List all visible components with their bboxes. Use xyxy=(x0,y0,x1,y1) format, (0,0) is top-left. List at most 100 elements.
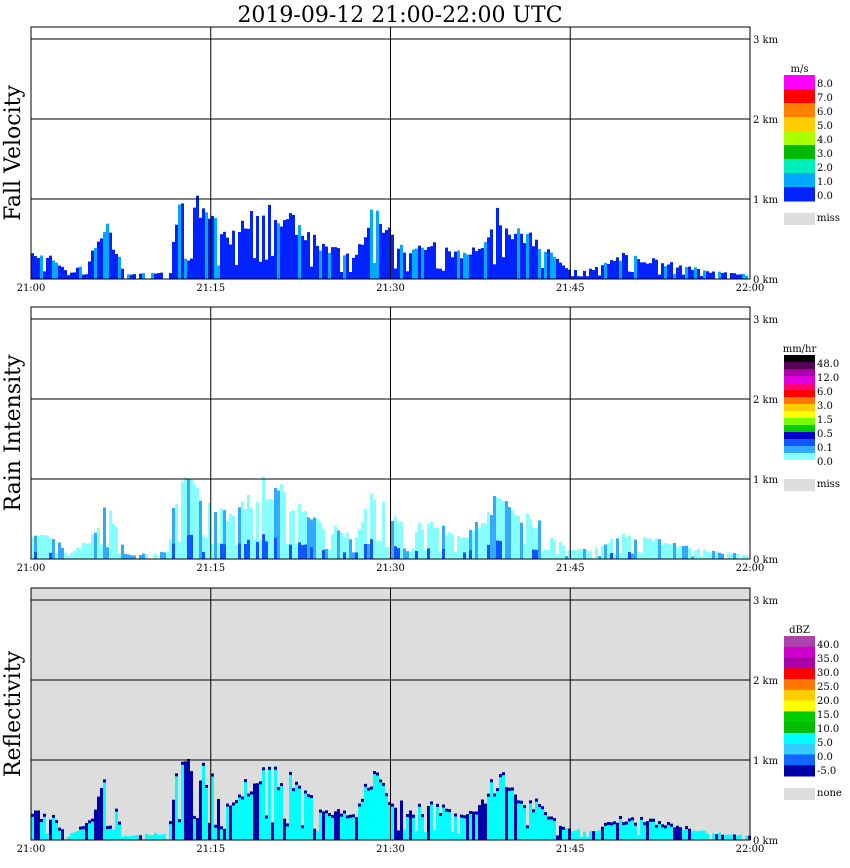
echo-column xyxy=(703,270,706,279)
echo-edge xyxy=(475,811,478,815)
chart-title: 2019-09-12 21:00-22:00 UTC xyxy=(237,3,562,28)
echo-column xyxy=(379,541,382,559)
echo-column xyxy=(736,835,739,840)
echo-column xyxy=(469,529,472,559)
echo-column xyxy=(385,546,388,559)
echo-column xyxy=(433,829,436,840)
echo-column xyxy=(583,548,586,559)
echo-core xyxy=(469,550,472,559)
echo-edge xyxy=(169,821,172,825)
echo-column xyxy=(589,268,592,279)
echo-column xyxy=(550,538,553,559)
echo-edge xyxy=(103,779,106,783)
legend-swatch xyxy=(784,75,815,90)
echo-column xyxy=(481,248,484,279)
echo-column xyxy=(358,803,361,840)
echo-column xyxy=(250,211,253,279)
echo-column xyxy=(415,532,418,559)
echo-column xyxy=(502,257,505,279)
echo-column xyxy=(382,782,385,840)
echo-column xyxy=(277,490,280,559)
y-tick-label: 3 km xyxy=(753,315,779,326)
echo-edge xyxy=(241,796,244,800)
echo-column xyxy=(586,836,589,840)
echo-column xyxy=(208,218,211,279)
echo-column xyxy=(598,830,601,840)
echo-column xyxy=(67,836,70,840)
echo-column xyxy=(616,822,619,840)
echo-column xyxy=(565,268,568,279)
echo-column xyxy=(286,543,289,559)
echo-column xyxy=(220,234,223,279)
echo-column xyxy=(157,834,160,840)
echo-column xyxy=(76,547,79,559)
echo-core xyxy=(427,548,430,559)
echo-column xyxy=(178,819,181,840)
echo-column xyxy=(514,514,517,559)
echo-column xyxy=(139,273,142,279)
echo-column xyxy=(343,810,346,840)
echo-column xyxy=(490,779,493,840)
echo-column xyxy=(547,816,550,840)
echo-column xyxy=(100,238,103,279)
echo-column xyxy=(508,787,511,840)
echo-column xyxy=(673,543,676,559)
echo-column xyxy=(64,270,67,279)
echo-column xyxy=(427,247,430,279)
echo-column xyxy=(394,516,397,559)
echo-column xyxy=(517,800,520,840)
echo-column xyxy=(451,257,454,279)
echo-column xyxy=(604,822,607,840)
echo-column xyxy=(622,822,625,840)
echo-edge xyxy=(205,784,208,788)
echo-edge xyxy=(292,788,295,792)
echo-edge xyxy=(226,803,229,807)
echo-column xyxy=(286,219,289,279)
echo-column xyxy=(106,547,109,559)
echo-edge xyxy=(514,794,517,798)
echo-column xyxy=(712,271,715,279)
echo-column xyxy=(580,276,583,279)
echo-column xyxy=(301,512,304,559)
echo-column xyxy=(706,551,709,559)
echo-column xyxy=(676,825,679,840)
echo-edge xyxy=(235,800,238,804)
echo-edge xyxy=(370,786,373,790)
legend-label: 2.0 xyxy=(817,163,833,174)
echo-column xyxy=(538,520,541,559)
echo-column xyxy=(115,253,118,279)
echo-edge xyxy=(430,801,433,805)
echo-column xyxy=(328,813,331,840)
echo-edge xyxy=(172,799,175,803)
echo-column xyxy=(655,824,658,840)
legend-swatch xyxy=(784,397,815,405)
echo-column xyxy=(406,551,409,559)
echo-column xyxy=(262,476,265,559)
legend-swatch xyxy=(784,390,815,398)
echo-core xyxy=(238,543,241,559)
echo-column xyxy=(625,537,628,559)
echo-column xyxy=(325,548,328,559)
echo-column xyxy=(94,247,97,279)
echo-edge xyxy=(100,788,103,792)
echo-column xyxy=(577,828,580,840)
echo-edge xyxy=(631,817,634,821)
echo-column xyxy=(619,260,622,279)
echo-column xyxy=(619,816,622,840)
echo-column xyxy=(574,830,577,840)
echo-column xyxy=(175,224,178,279)
echo-column xyxy=(478,527,481,559)
echo-column xyxy=(88,820,91,840)
echo-column xyxy=(571,549,574,559)
echo-column xyxy=(280,226,283,279)
echo-edge xyxy=(508,787,511,791)
echo-column xyxy=(466,537,469,559)
echo-column xyxy=(703,549,706,559)
echo-column xyxy=(448,809,451,840)
x-tick-label: 21:45 xyxy=(556,563,585,574)
echo-edge xyxy=(487,793,490,797)
echo-edge xyxy=(544,812,547,816)
echo-column xyxy=(631,553,634,559)
echo-column xyxy=(340,271,343,279)
echo-column xyxy=(625,255,628,279)
